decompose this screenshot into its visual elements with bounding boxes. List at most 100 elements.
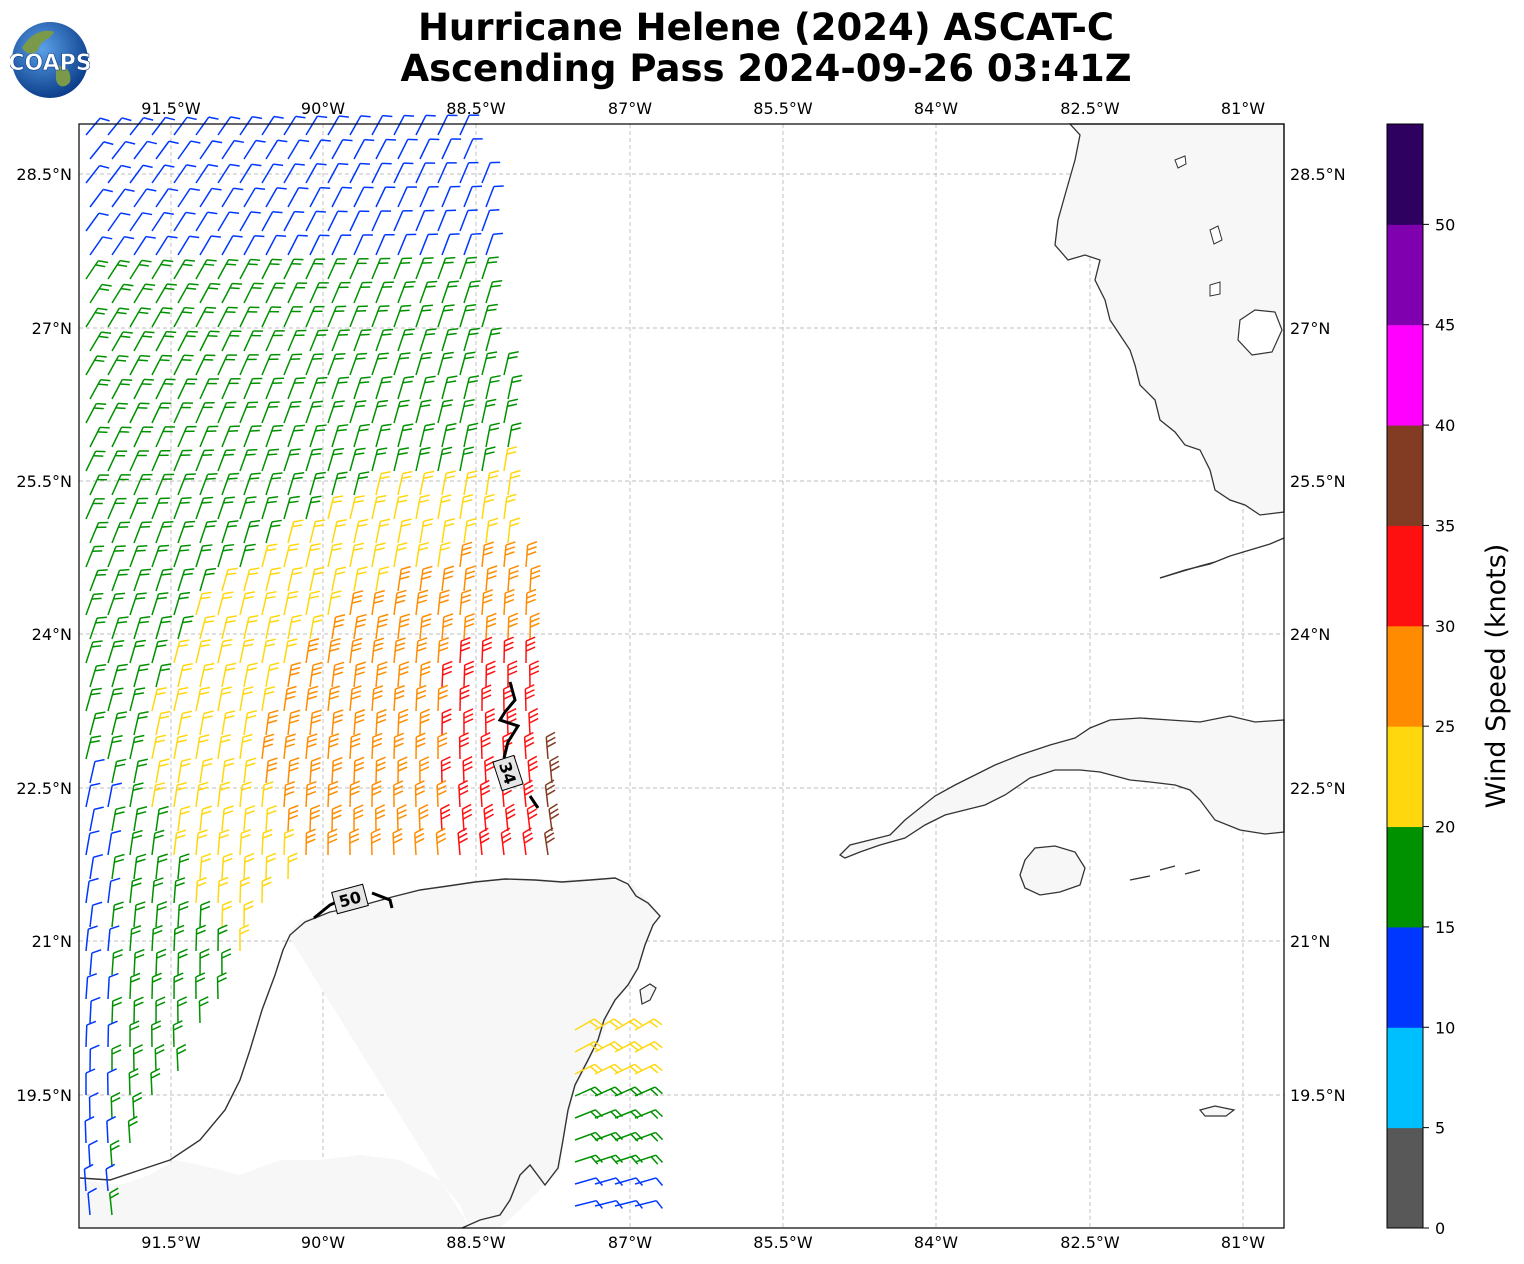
wind-barb [415,162,436,184]
wind-barb [309,614,324,640]
wind-barb [243,282,264,304]
wind-barb [173,639,190,664]
wind-barb [353,756,365,784]
wind-barb [129,497,149,520]
wind-barb [614,1131,644,1142]
wind-barb [217,401,237,424]
wind-barb [459,684,470,712]
wind-barb [129,450,149,472]
wind-barb [480,732,491,760]
wind-barb [397,423,414,448]
wind-barb [155,758,170,784]
wind-barb [265,852,277,880]
wind-barb [173,497,192,520]
wind-barb [349,590,364,616]
wind-barb [261,353,281,376]
wind-barb [195,496,214,520]
wind-barb [459,209,478,232]
wind-barb [85,355,107,376]
wind-barb [199,520,217,544]
wind-barb [353,186,374,208]
wind-barb [107,117,132,136]
wind-barb [111,948,124,976]
wind-barb [105,1163,116,1192]
wind-barb [529,564,541,592]
wind-barb [217,211,240,232]
wind-barb [481,684,492,712]
wind-barb [151,402,172,424]
wind-barb [327,590,342,616]
lat-tick-label-right: 27°N [1290,319,1330,338]
wind-barb [485,660,496,688]
wind-barb [89,378,111,400]
colorbar-segment [1387,1027,1423,1129]
wind-barb [133,996,144,1024]
wind-barb [458,732,470,760]
wind-barb [155,283,177,304]
wind-barb [177,948,188,976]
wind-barb [415,494,430,520]
wind-barb [397,186,417,208]
wind-barb [111,521,131,544]
wind-barb [287,282,308,304]
wind-barb [133,710,149,736]
wind-barb [111,283,134,304]
wind-barb [199,330,220,352]
wind-barb [305,163,327,184]
wind-barb [150,1067,161,1096]
wind-barb [173,734,188,760]
wind-barb [283,210,305,232]
wind-barb [239,686,254,712]
wind-barb [634,1199,663,1209]
wind-barb [375,804,386,832]
wind-barb [195,686,211,712]
wind-barb [481,589,494,616]
wind-barb [107,450,128,472]
wind-barb [436,780,447,808]
wind-barb [287,709,301,736]
wind-barb [614,1063,643,1075]
lat-tick-label-left: 28.5°N [16,165,72,184]
wind-barb [195,354,216,376]
wind-barb [243,425,262,448]
wind-barb [265,187,287,208]
wind-barb [133,616,151,640]
wind-barb [574,1177,604,1186]
wind-barb [155,473,175,496]
lat-tick-label-right: 28.5°N [1290,165,1346,184]
wind-barb [503,588,515,616]
wind-barb [331,566,347,592]
wind-barb [458,779,469,808]
wind-barb [129,639,147,664]
wind-barb [505,803,516,832]
wind-barb [155,901,168,928]
wind-barb [129,1020,140,1048]
lon-tick-label-top: 85.5°W [753,99,813,118]
wind-barb [176,996,188,1024]
wind-barb [353,709,366,736]
wind-barb [371,732,383,760]
wind-barb [239,924,250,952]
wind-barb [485,612,497,640]
wind-barb [309,661,323,688]
wind-barb [545,731,557,760]
lat-tick-label-right: 19.5°N [1290,1086,1346,1105]
wind-barb [177,378,198,400]
wind-barb [500,827,512,856]
wind-barb [507,517,520,544]
wind-barb [594,1154,624,1165]
wind-barb [239,638,255,664]
wind-barb [353,613,367,640]
wind-barb [151,164,175,184]
wind-barb [89,141,114,160]
wind-barb [239,401,259,424]
wind-barb [349,257,369,280]
lat-tick-label-right: 21°N [1290,932,1330,951]
wind-barb [370,828,381,856]
wind-barb [265,472,283,496]
wind-barb [151,354,172,376]
wind-barb [349,447,366,472]
colorbar-segment [1387,224,1423,326]
wind-barb [107,355,129,376]
wind-barb [327,305,347,328]
